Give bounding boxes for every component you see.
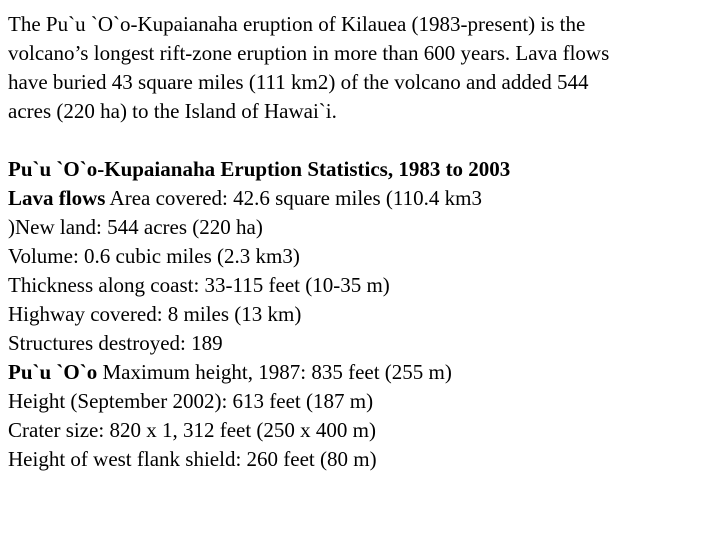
intro-line: acres (220 ha) to the Island of Hawai`i. [8,99,337,123]
max-height-text: Maximum height, 1987: 835 feet (255 m) [97,360,452,384]
statistics-block: Pu`u `O`o-Kupaianaha Eruption Statistics… [8,155,708,474]
puuoo-label: Pu`u `O`o [8,360,98,384]
intro-line: have buried 43 square miles (111 km2) of… [8,70,589,94]
intro-line: The Pu`u `O`o-Kupaianaha eruption of Kil… [8,12,586,36]
lava-flows-line: Lava flows Area covered: 42.6 square mil… [8,184,708,213]
thickness-line: Thickness along coast: 33-115 feet (10-3… [8,273,390,297]
structures-line: Structures destroyed: 189 [8,331,223,355]
new-land-line: )New land: 544 acres (220 ha) [8,215,263,239]
intro-paragraph: The Pu`u `O`o-Kupaianaha eruption of Kil… [8,10,708,126]
lava-flows-label: Lava flows [8,186,106,210]
intro-line: volcano’s longest rift-zone eruption in … [8,41,610,65]
lava-area-text: Area covered: 42.6 square miles (110.4 k… [105,186,482,210]
statistics-heading: Pu`u `O`o-Kupaianaha Eruption Statistics… [8,157,511,181]
slide-content: The Pu`u `O`o-Kupaianaha eruption of Kil… [8,10,708,474]
volume-line: Volume: 0.6 cubic miles (2.3 km3) [8,244,300,268]
west-flank-line: Height of west flank shield: 260 feet (8… [8,447,377,471]
puuoo-line: Pu`u `O`o Maximum height, 1987: 835 feet… [8,358,708,387]
highway-line: Highway covered: 8 miles (13 km) [8,302,302,326]
height-2002-line: Height (September 2002): 613 feet (187 m… [8,389,374,413]
crater-size-line: Crater size: 820 x 1, 312 feet (250 x 40… [8,418,376,442]
